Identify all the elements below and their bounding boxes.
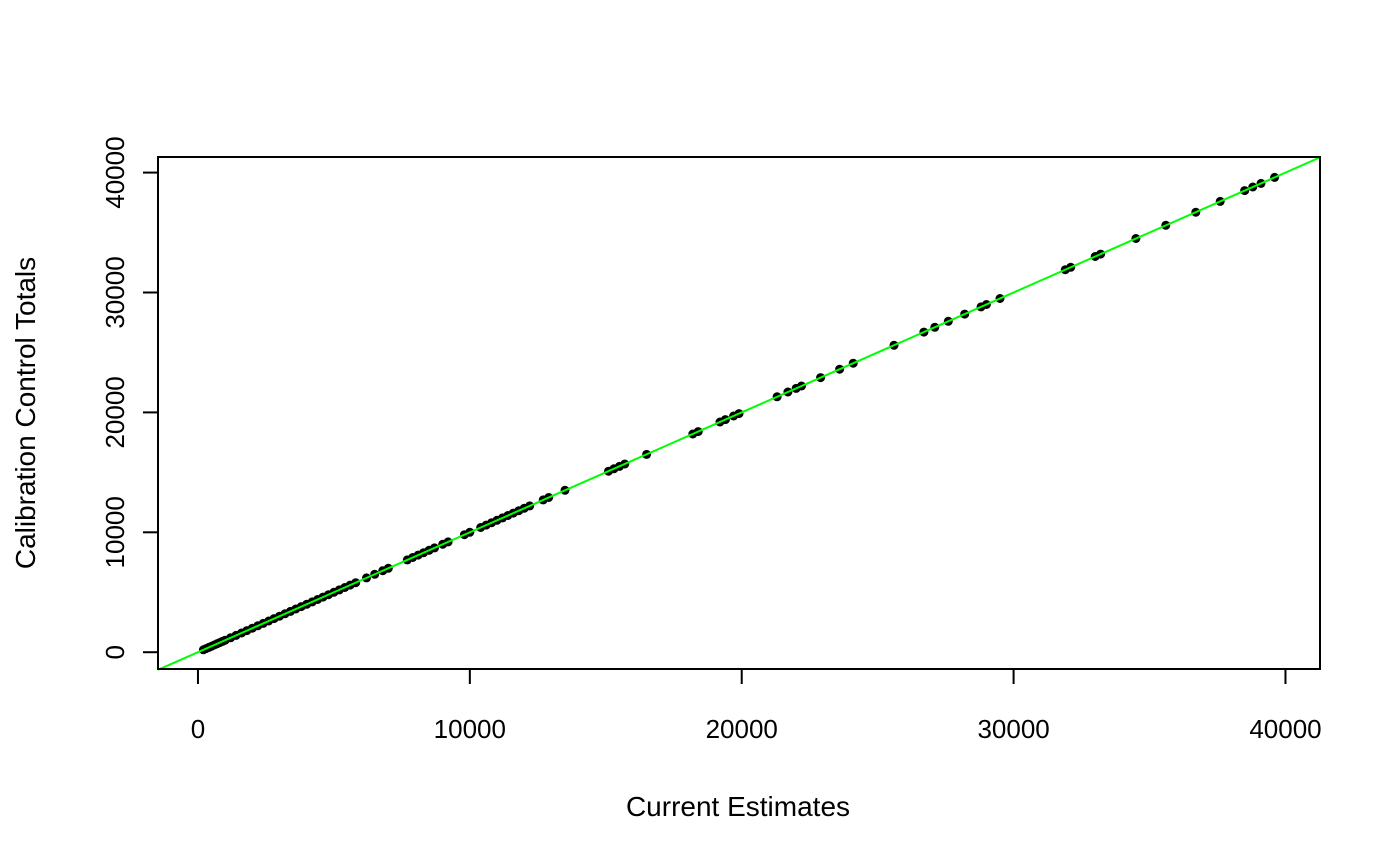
y-axis: 0 10000 20000 30000 40000 <box>100 136 159 659</box>
x-axis-title: Current Estimates <box>626 791 850 822</box>
reference-line <box>157 156 1321 671</box>
x-tick-label: 10000 <box>434 714 506 744</box>
y-tick-label: 0 <box>100 645 130 659</box>
y-tick-label: 30000 <box>100 256 130 328</box>
x-tick-label: 0 <box>191 714 205 744</box>
x-tick-label: 20000 <box>706 714 778 744</box>
y-tick-label: 10000 <box>100 496 130 568</box>
x-tick-label: 30000 <box>977 714 1049 744</box>
x-tick-label: 40000 <box>1249 714 1321 744</box>
y-tick-label: 20000 <box>100 376 130 448</box>
y-tick-label: 40000 <box>100 136 130 208</box>
x-axis: 0 10000 20000 30000 40000 <box>191 668 1322 744</box>
y-axis-title: Calibration Control Totals <box>10 257 41 569</box>
